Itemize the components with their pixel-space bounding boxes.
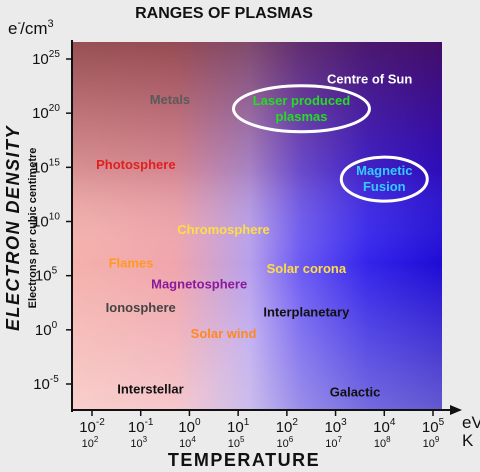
region-laser-label: plasmas — [275, 109, 327, 124]
y-tick-label: 105 — [35, 266, 58, 285]
region-chromosphere-label: Chromosphere — [177, 222, 269, 237]
region-centre_sun-label: Centre of Sun — [327, 72, 412, 87]
x-tick-label-ev: 100 — [178, 417, 201, 436]
x-tick-label-ev: 10-1 — [128, 417, 154, 436]
x-unit-k: K — [462, 431, 474, 450]
y-tick-label: 1015 — [32, 157, 60, 176]
x-tick-label-ev: 10-2 — [79, 417, 105, 436]
x-axis-title: TEMPERATURE — [168, 450, 320, 470]
region-solar_corona-label: Solar corona — [267, 261, 347, 276]
x-tick-label-k: 102 — [82, 435, 99, 450]
y-tick-label: 1025 — [32, 49, 60, 68]
y-tick-label: 1020 — [32, 103, 60, 122]
region-flames-label: Flames — [109, 256, 154, 271]
region-magnetic-label: Magnetic — [356, 163, 412, 178]
region-magnetic-label: Fusion — [363, 179, 406, 194]
region-photosphere-label: Photosphere — [96, 157, 175, 172]
x-tick-label-ev: 104 — [373, 417, 396, 436]
y-axis-title: ELECTRON DENSITY — [3, 125, 23, 332]
plot-shade-diagonal — [72, 42, 442, 410]
x-tick-label-k: 106 — [277, 435, 294, 450]
region-solar_wind-label: Solar wind — [191, 326, 257, 341]
y-axis-subtitle: Electrons per cubic centimetre — [27, 148, 39, 309]
region-interstellar-label: Interstellar — [117, 381, 183, 396]
x-tick-label-k: 103 — [130, 435, 147, 450]
y-tick-label: 10-5 — [33, 374, 59, 393]
axis-ticks: 1025 1020 1015 1010 105 100 10-5 10-2 10-1 100 101… — [32, 49, 444, 450]
region-magnetosphere-label: Magnetosphere — [151, 276, 247, 291]
x-tick-label-k: 104 — [179, 435, 196, 450]
x-tick-label-ev: 101 — [227, 417, 250, 436]
region-metals-label: Metals — [150, 92, 190, 107]
x-tick-label-k: 109 — [423, 435, 440, 450]
region-interplanetary-label: Interplanetary — [263, 304, 350, 319]
region-magnetic-ellipse — [339, 155, 429, 203]
region-laser-ellipse — [231, 84, 371, 134]
x-tick-label-k: 107 — [325, 435, 342, 450]
x-unit-ev: eV — [462, 413, 480, 432]
x-tick-label-ev: 103 — [324, 417, 347, 436]
region-galactic-label: Galactic — [330, 385, 381, 400]
x-axis-arrow — [450, 405, 462, 415]
y-tick-label: 1010 — [32, 212, 60, 231]
y-unit-label: e-/cm3 — [8, 17, 54, 38]
x-tick-label-ev: 105 — [422, 417, 445, 436]
chart-title: RANGES OF PLASMAS — [135, 5, 313, 22]
x-tick-label-k: 108 — [374, 435, 391, 450]
plasma-regions: Centre of Sun Metals Laser producedplasmas… — [96, 72, 429, 400]
x-tick-label-ev: 102 — [276, 417, 299, 436]
x-tick-label-k: 105 — [228, 435, 245, 450]
y-tick-label: 100 — [35, 320, 58, 339]
region-ionosphere-label: Ionosphere — [106, 300, 176, 315]
region-laser-label: Laser produced — [253, 93, 351, 108]
